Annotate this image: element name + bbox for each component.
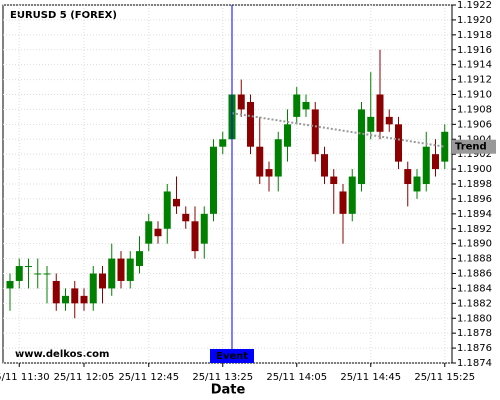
y-tick-label: 1.1892 [457,224,492,235]
x-tick-label: 25/11 12:45 [118,372,179,383]
candle-body [284,124,291,147]
y-tick-label: 1.1884 [457,283,492,294]
y-tick-label: 1.1902 [457,149,492,160]
y-tick-label: 1.1900 [457,164,492,175]
candle-body [422,146,430,184]
y-tick-label: 1.1894 [457,209,492,220]
y-tick-label: 1.1898 [457,179,492,190]
chart-title: EURUSD 5 (FOREX) [10,10,117,21]
candle-body [404,169,412,184]
candle-body [256,146,264,177]
x-tick-label: 25/11 14:45 [340,372,401,383]
y-tick-label: 1.1910 [457,90,492,101]
y-tick-label: 1.1886 [457,269,492,280]
y-tick-label: 1.1908 [457,104,492,115]
candle-body [210,146,217,214]
candle-body [339,191,347,214]
candle-body [136,251,143,267]
trend-label: Trend [455,142,487,153]
candle-body [432,154,439,170]
candle-body [395,124,402,162]
candle-body [191,221,199,252]
candle-body [154,228,162,237]
candle-body [71,288,79,304]
candle-body [367,116,375,132]
candle-body [385,116,393,125]
candle-body [108,258,116,289]
y-tick-label: 1.1922 [457,0,492,11]
candle-body [358,109,365,184]
y-tick-label: 1.1906 [457,119,492,130]
candle-body [274,139,282,177]
candle-body [376,94,384,132]
candle-body [25,266,32,268]
candle-body [43,273,51,275]
candle-body [237,94,245,110]
x-tick-label: 25/11 14:05 [266,372,327,383]
candle-body [302,101,310,110]
candle-body [15,266,23,281]
y-tick-label: 1.1912 [457,75,492,86]
candle-body [117,258,125,281]
candle-body [163,191,171,229]
plot-frame [2,4,453,364]
x-tick-label: 25/11 13:25 [192,372,253,383]
candle-body [34,273,42,275]
event-label: Event [216,351,248,362]
x-tick-label: 25/11 15:25 [414,372,475,383]
candle-body [52,280,60,304]
y-tick-label: 1.1876 [457,343,492,354]
candle-body [247,101,254,147]
candle-body [89,273,97,304]
y-tick-label: 1.1918 [457,30,492,41]
watermark: www.delkos.com [15,349,109,360]
candle-body [311,109,319,155]
event-label-bg [210,349,254,363]
x-tick-label: 25/11 11:30 [0,372,50,383]
candle-body [219,139,227,147]
candle-body [80,295,88,304]
y-tick-label: 1.1882 [457,298,492,309]
candle-body [126,258,134,281]
y-tick-label: 1.1888 [457,254,492,265]
y-tick-label: 1.1916 [457,45,492,56]
candle-body [330,176,338,184]
candle-body [182,213,190,222]
y-tick-label: 1.1874 [457,358,492,369]
candle-body [293,94,301,117]
candle-body [173,198,180,207]
candle-body [321,154,328,177]
candle-body [348,176,356,214]
y-tick-label: 1.1880 [457,313,492,324]
candle-body [200,213,208,244]
candle-body [6,280,14,289]
candle-body [145,221,153,244]
candle-body [441,131,449,162]
candle-body [265,169,273,177]
y-tick-label: 1.1878 [457,328,492,339]
x-axis-label: Date [211,383,246,398]
y-tick-label: 1.1896 [457,194,492,205]
trend-label-bg [452,139,496,154]
candle-body [413,176,421,192]
y-tick-label: 1.1890 [457,239,492,250]
x-tick-label: 25/11 12:05 [54,372,115,383]
candle-body [62,295,69,304]
candle-body [99,273,106,289]
y-tick-label: 1.1914 [457,60,492,71]
y-tick-label: 1.1920 [457,15,492,26]
